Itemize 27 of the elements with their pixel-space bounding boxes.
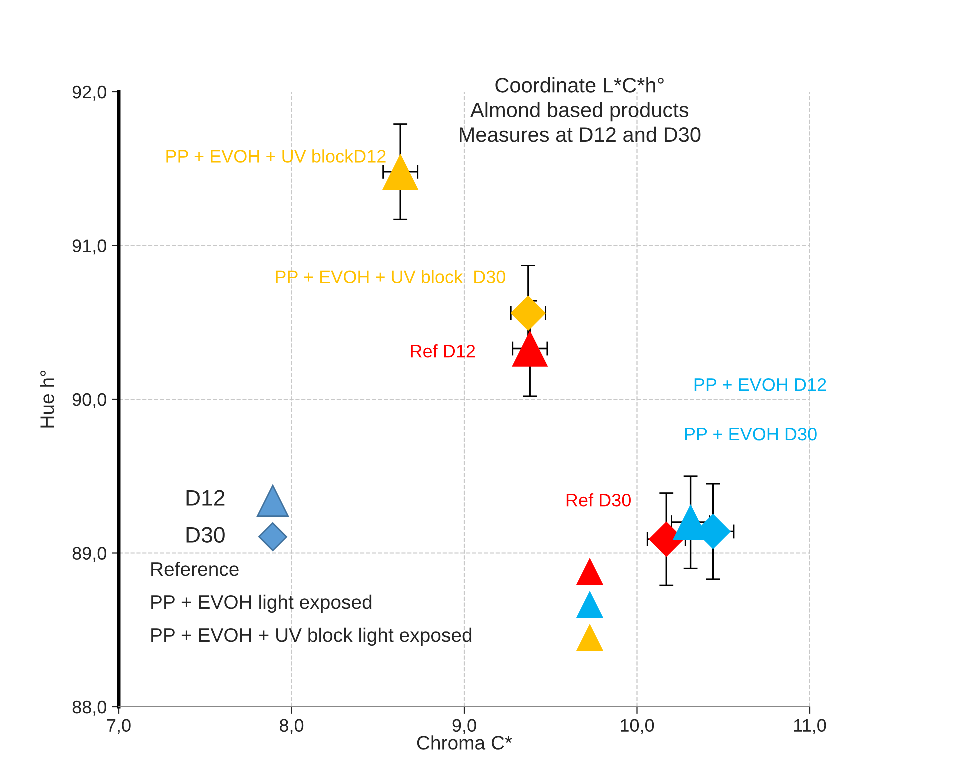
annotation: PP + EVOH light exposed: [152, 594, 372, 614]
annotation: Ref D12: [411, 344, 476, 358]
point: [648, 522, 684, 558]
chart-title: Coordinate L*C*h° Almond based products Measures at D12 and D30: [460, 78, 701, 142]
annotation: Ref D30: [566, 494, 631, 507]
annotation: PP + EVOH + UV block light exposed: [152, 628, 472, 646]
y-tick-label: 88,0: [72, 700, 106, 716]
annotation: PP + EVOH D30: [685, 428, 817, 441]
x-tick-label: 8,0: [280, 719, 304, 734]
y-tick-label: 89,0: [72, 547, 106, 562]
annotation: Reference: [152, 562, 239, 576]
y-tick-label: 92,0: [72, 86, 106, 101]
annotation: PP + EVOH + UV block D30: [276, 270, 506, 284]
x-tick-label: 10,0: [621, 719, 654, 734]
annotation: D30: [186, 527, 225, 543]
point: [510, 296, 546, 332]
point: [512, 330, 548, 367]
x-tick-label: 7,0: [107, 719, 131, 734]
x-tick-label: 9,0: [452, 719, 476, 734]
x-axis-title: Chroma C*: [417, 736, 512, 750]
annotation: PP + EVOH + UV blockD12: [166, 150, 386, 163]
y-tick-label: 90,0: [72, 393, 106, 408]
annotation: D12: [186, 490, 225, 506]
y-axis-title: Hue h°: [40, 370, 54, 428]
x-tick-label: 11,0: [794, 719, 826, 734]
y-tick-label: 91,0: [72, 240, 106, 255]
annotation: PP + EVOH D12: [694, 378, 826, 392]
